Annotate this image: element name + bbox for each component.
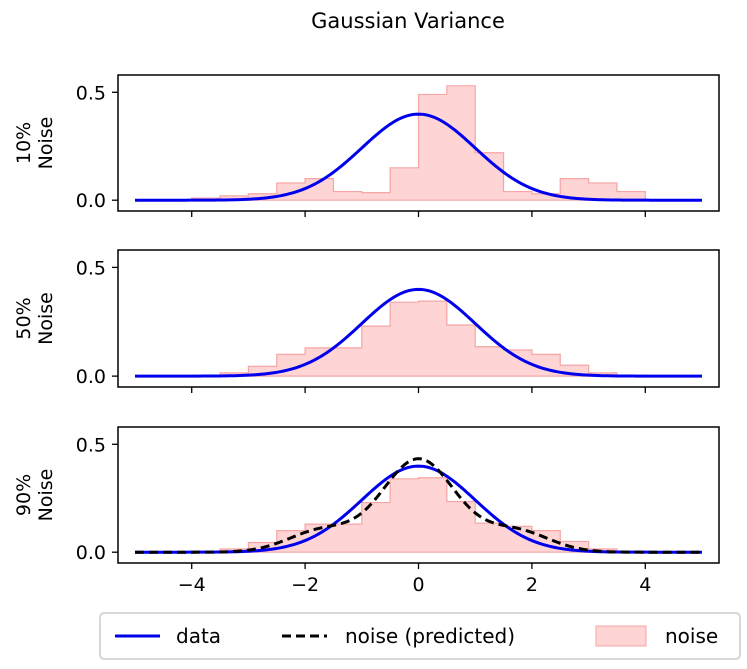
predicted-noise-curve: [135, 457, 702, 554]
x-tick-label: 2: [526, 574, 538, 596]
panel-90-noise: 0.0 0.5 −4 −2 0 2 4 90%Noise: [13, 426, 720, 596]
x-tick-label: −4: [178, 574, 206, 596]
y-axis-label-line: Noise: [35, 292, 57, 345]
y-axis-label-line: 10%: [13, 122, 35, 164]
data-curve: [135, 287, 702, 378]
y-axis-label-line: 50%: [13, 297, 35, 339]
legend-frame: [99, 612, 741, 660]
y-axis-label-line: 90%: [13, 474, 35, 516]
panel-10-noise: 0.0 0.5 10%Noise: [13, 74, 720, 217]
panel-50-noise: 0.0 0.5 50%Noise: [13, 249, 720, 393]
x-tick-label: 0: [412, 574, 424, 596]
noise-histogram: [191, 300, 646, 377]
y-axis-label-line: Noise: [35, 117, 57, 170]
y-tick-label: 0.0: [76, 190, 106, 212]
plot-area: [135, 85, 702, 202]
y-tick-label: 0.0: [76, 542, 106, 564]
y-tick-label: 0.5: [76, 82, 106, 104]
legend: data noise (predicted) noise: [99, 612, 741, 660]
legend-noise-swatch: [595, 625, 647, 647]
legend-predicted-label: noise (predicted): [345, 624, 515, 648]
noise-histogram: [191, 477, 646, 553]
y-tick-label: 0.5: [76, 434, 106, 456]
y-axis-label: 90%Noise: [13, 469, 57, 522]
plot-area: [135, 287, 702, 378]
y-tick-label: 0.0: [76, 366, 106, 388]
noise-histogram: [191, 85, 646, 201]
data-curve: [135, 112, 702, 202]
legend-data-label: data: [176, 624, 221, 648]
x-tick-label: 4: [639, 574, 651, 596]
x-tick-label: −2: [291, 574, 319, 596]
y-axis-label: 10%Noise: [13, 117, 57, 170]
plot-area: [135, 457, 702, 554]
legend-noise-label: noise: [665, 624, 718, 648]
chart-title: Gaussian Variance: [311, 9, 505, 33]
y-axis-label-line: Noise: [35, 469, 57, 522]
y-tick-label: 0.5: [76, 257, 106, 279]
y-axis-label: 50%Noise: [13, 292, 57, 345]
